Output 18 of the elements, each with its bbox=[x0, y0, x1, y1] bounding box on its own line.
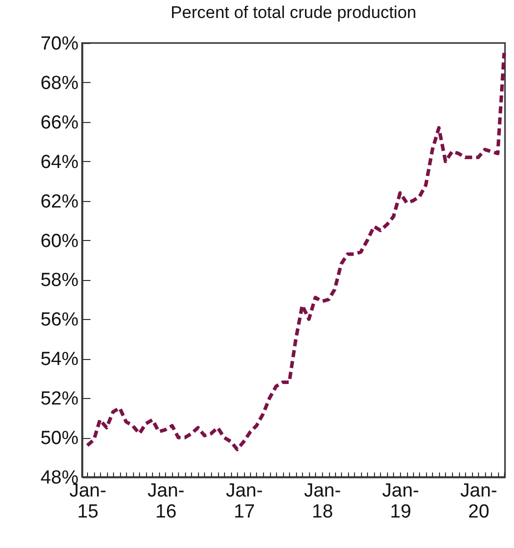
x-tick-label: Jan- 20 bbox=[460, 480, 498, 522]
x-tick-label: Jan- 18 bbox=[304, 480, 341, 522]
y-tick-label: 64% bbox=[40, 152, 79, 173]
x-tick-label: Jan- 16 bbox=[148, 480, 184, 522]
y-tick-label: 68% bbox=[40, 72, 79, 94]
y-tick-label: 52% bbox=[40, 388, 79, 410]
chart-title: Percent of total crude production bbox=[170, 3, 416, 22]
y-tick-label: 66% bbox=[40, 112, 79, 134]
y-tick-label: 62% bbox=[40, 191, 79, 212]
y-tick-label: 60% bbox=[40, 230, 79, 252]
x-tick-label: Jan- 17 bbox=[226, 480, 263, 522]
y-tick-label: 70% bbox=[40, 34, 79, 54]
x-tick-label: Jan- 19 bbox=[382, 480, 420, 522]
y-tick-label: 56% bbox=[40, 310, 79, 331]
y-tick-label: 50% bbox=[40, 428, 79, 450]
line-series bbox=[86, 51, 506, 452]
y-tick-label: 54% bbox=[40, 349, 79, 370]
y-tick-label: 58% bbox=[40, 270, 79, 292]
